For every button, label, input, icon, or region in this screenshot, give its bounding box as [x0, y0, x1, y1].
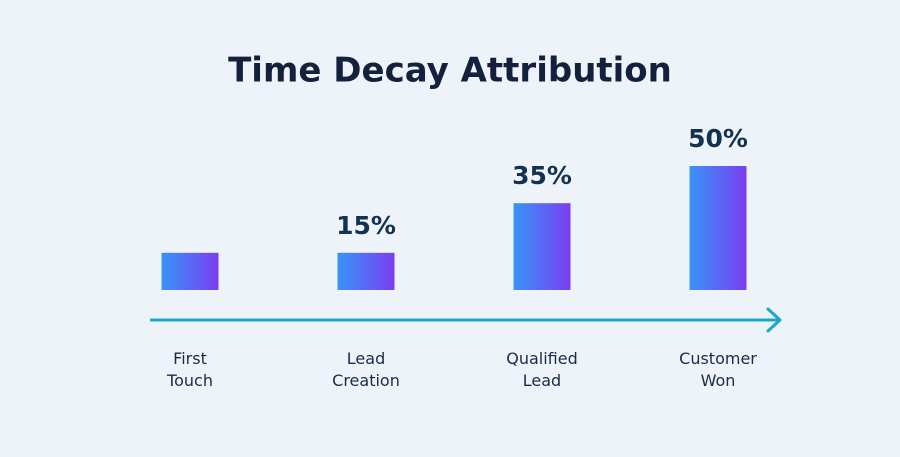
value-label: 35% — [512, 161, 572, 190]
x-tick-label: Lead Creation — [332, 349, 400, 390]
axis-arrow — [766, 307, 782, 333]
chart-title: Time Decay Attribution — [228, 51, 672, 91]
value-label: 50% — [688, 124, 748, 153]
bar — [689, 166, 747, 290]
bar — [161, 252, 219, 290]
x-tick-label: First Touch — [167, 349, 213, 390]
bar — [337, 252, 395, 290]
x-tick-label: Customer Won — [679, 349, 757, 390]
value-label: 15% — [336, 211, 396, 240]
bar — [513, 203, 571, 290]
x-tick-label: Qualified Lead — [506, 349, 578, 390]
